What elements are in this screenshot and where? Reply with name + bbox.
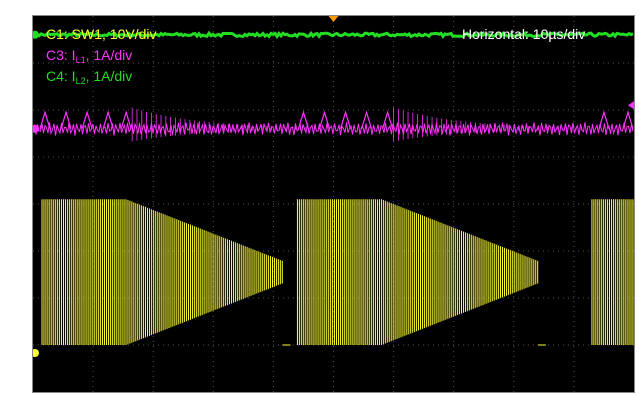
channel3-spike	[39, 110, 51, 129]
trigger-position-marker	[328, 16, 339, 22]
channel3-spike	[81, 110, 93, 129]
channel3-spike	[102, 110, 114, 129]
channel3-spike	[120, 110, 132, 129]
channel3-trigger-level-marker	[628, 101, 634, 110]
channel3-spike	[622, 110, 634, 129]
channel3-label-subscript: L1	[75, 55, 86, 65]
channel4-label-subscript: L2	[75, 76, 86, 86]
scope-screen	[32, 15, 635, 393]
channel3-spike	[598, 110, 610, 129]
channel3-spike	[318, 110, 331, 129]
channel3-label-prefix: C3: I	[46, 47, 76, 63]
channel4-label-prefix: C4: I	[46, 68, 76, 84]
channel3-spike	[339, 110, 352, 129]
channel4-label: C4: IL2, 1A/div	[46, 69, 132, 89]
channel1-ground-marker	[33, 349, 39, 357]
channel1-label: C1: SW1, 10V/div	[46, 26, 157, 42]
horizontal-scale-label: Horizontal: 10µs/div	[462, 26, 586, 42]
channel4-trace	[33, 30, 634, 40]
channel3-spike	[360, 110, 373, 129]
channel3-ground-marker	[33, 124, 39, 133]
channel3-spike	[60, 110, 72, 129]
channel3-spike	[382, 110, 394, 129]
scope-plot	[33, 16, 634, 392]
channel4-ground-marker	[33, 30, 39, 39]
channel4-label-suffix: , 1A/div	[85, 68, 133, 84]
channel3-label: C3: IL1, 1A/div	[46, 48, 132, 68]
channel3-label-suffix: , 1A/div	[85, 47, 133, 63]
channel3-spike	[297, 110, 310, 129]
